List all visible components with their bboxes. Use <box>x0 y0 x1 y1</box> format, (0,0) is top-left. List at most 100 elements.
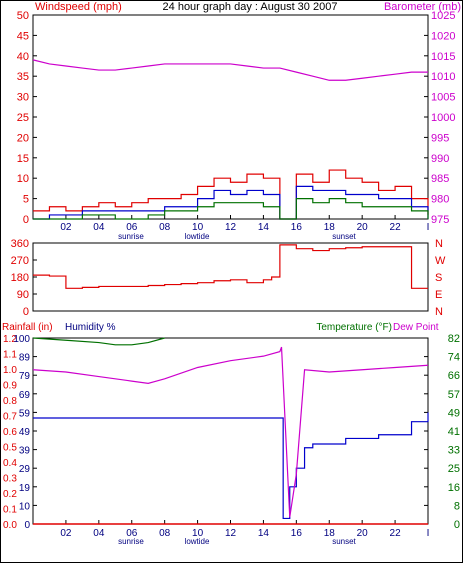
barometer-tick: 1005 <box>431 92 455 104</box>
temperature-axis-label: Temperature (°F) <box>316 322 392 333</box>
sunset-label: sunset <box>332 232 356 241</box>
hour-tick: 12 <box>225 222 237 233</box>
windspeed-tick: 5 <box>23 194 29 206</box>
rainfall-tick: 0.9 <box>3 381 17 392</box>
humidity-tick: 39 <box>19 446 31 457</box>
humidity-tick: 19 <box>19 483 31 494</box>
windspeed-tick: 40 <box>17 51 29 63</box>
temperature-tick: 8 <box>454 500 460 512</box>
barometer-tick: 1010 <box>431 71 455 83</box>
wind-gust-line <box>33 169 429 220</box>
temperature-tick: 66 <box>448 370 460 382</box>
windspeed-tick-labels: 0 5 10 15 20 25 30 35 40 45 50 <box>17 10 37 226</box>
direction-series-line <box>33 244 428 289</box>
bottom-plot-area <box>32 337 429 525</box>
temperature-line <box>32 346 429 518</box>
barometer-tick: 990 <box>431 153 449 165</box>
rainfall-tick-labels: 0.0 0.1 0.2 0.3 0.4 0.5 0.6 0.7 0.8 0.9 1.0 1.1 1.2 <box>3 334 17 531</box>
rainfall-tick: 0.8 <box>3 396 17 407</box>
rainfall-tick: 1.0 <box>3 365 17 376</box>
direction-degree-tick-labels: 0 90 180 270 360 <box>11 238 37 318</box>
windspeed-tick: 30 <box>17 92 29 104</box>
rainfall-tick: 0.6 <box>3 427 17 438</box>
humidity-line <box>33 412 429 520</box>
hour-tick: 14 <box>258 222 270 233</box>
rainfall-tick: 0.7 <box>3 412 17 423</box>
rainfall-tick: 0.3 <box>3 474 17 485</box>
sunrise-label: sunrise <box>118 232 144 241</box>
humidity-tick-labels: 0 10 19 29 39 49 59 69 79 89 100 <box>13 334 37 531</box>
windspeed-tick: 0 <box>23 214 29 226</box>
direction-compass-tick: W <box>435 255 446 267</box>
sunrise-label-bottom: sunrise <box>118 537 144 546</box>
windspeed-axis-label: Windspeed (mph) <box>35 1 122 13</box>
windspeed-tick: 45 <box>17 30 29 42</box>
humidity-tick: 49 <box>19 427 31 438</box>
hour-tick: 22 <box>390 528 402 539</box>
hour-tick: 18 <box>324 222 336 233</box>
direction-degree-tick: 90 <box>17 289 29 301</box>
hour-tick: 22 <box>390 222 402 233</box>
temperature-tick: 82 <box>448 333 460 345</box>
sunset-label-bottom: sunset <box>332 537 356 546</box>
direction-compass-tick: N <box>435 306 443 318</box>
direction-plot-area <box>32 242 429 312</box>
windspeed-tick: 15 <box>17 153 29 165</box>
hour-tick: 04 <box>93 222 105 233</box>
hour-tick: 20 <box>357 528 369 539</box>
direction-compass-tick: E <box>435 289 442 301</box>
direction-compass-tick: S <box>435 272 442 284</box>
hour-tick: 02 <box>60 528 72 539</box>
hour-tick: 10 <box>192 528 204 539</box>
barometer-tick: 975 <box>431 214 449 226</box>
direction-degree-tick: 180 <box>11 272 29 284</box>
humidity-tick: 79 <box>19 371 31 382</box>
lowtide-label: lowtide <box>185 232 210 241</box>
wind-plot-area <box>32 14 429 220</box>
rainfall-tick: 1.1 <box>3 350 17 361</box>
direction-degree-tick: 360 <box>11 238 29 250</box>
barometer-tick: 995 <box>431 132 449 144</box>
hour-tick: 02 <box>60 222 72 233</box>
hour-tick: 12 <box>225 528 237 539</box>
temperature-tick: 41 <box>448 426 460 438</box>
rainfall-axis-label: Rainfall (in) <box>2 322 53 333</box>
temperature-tick: 33 <box>448 445 460 457</box>
barometer-tick: 985 <box>431 173 449 185</box>
humidity-tick: 0 <box>24 520 30 531</box>
temperature-tick: 74 <box>448 352 460 364</box>
wind-direction-line <box>33 244 428 289</box>
wind-average-line <box>33 185 429 220</box>
barometer-axis-label: Barometer (mb) <box>384 1 461 13</box>
rainfall-tick: 1.2 <box>3 334 17 345</box>
direction-degree-tick: 270 <box>11 255 29 267</box>
hour-tick: 18 <box>324 528 336 539</box>
windspeed-tick: 25 <box>17 112 29 124</box>
rainfall-tick: 0.1 <box>3 505 17 516</box>
rain-humidity-temp-panel: Rainfall (in) Humidity % Temperature (°F… <box>2 322 460 546</box>
hour-tick: 20 <box>357 222 369 233</box>
wind-series-lines <box>32 59 429 220</box>
temperature-tick: 57 <box>448 389 460 401</box>
windspeed-tick: 20 <box>17 132 29 144</box>
dewpoint-line <box>32 337 165 346</box>
direction-compass-tick: N <box>435 238 443 250</box>
hour-tick: 06 <box>126 528 138 539</box>
wind-barometer-panel: 24 hour graph day : August 30 2007 Winds… <box>17 1 461 241</box>
temperature-tick: 16 <box>448 482 460 494</box>
bottom-hour-tick-labels: 02 04 06 08 10 12 14 16 18 20 22 I <box>60 520 429 539</box>
hour-tick: I <box>427 222 430 233</box>
hour-tick: I <box>427 528 430 539</box>
barometer-tick: 980 <box>431 194 449 206</box>
windspeed-tick: 35 <box>17 71 29 83</box>
humidity-tick: 100 <box>13 334 30 345</box>
humidity-tick: 29 <box>19 464 31 475</box>
barometer-line <box>32 59 428 81</box>
climate-series-lines <box>32 337 429 525</box>
barometer-tick: 1000 <box>431 112 455 124</box>
humidity-tick: 59 <box>19 408 31 419</box>
hour-tick: 04 <box>93 528 105 539</box>
rainfall-tick: 0.4 <box>3 458 17 469</box>
